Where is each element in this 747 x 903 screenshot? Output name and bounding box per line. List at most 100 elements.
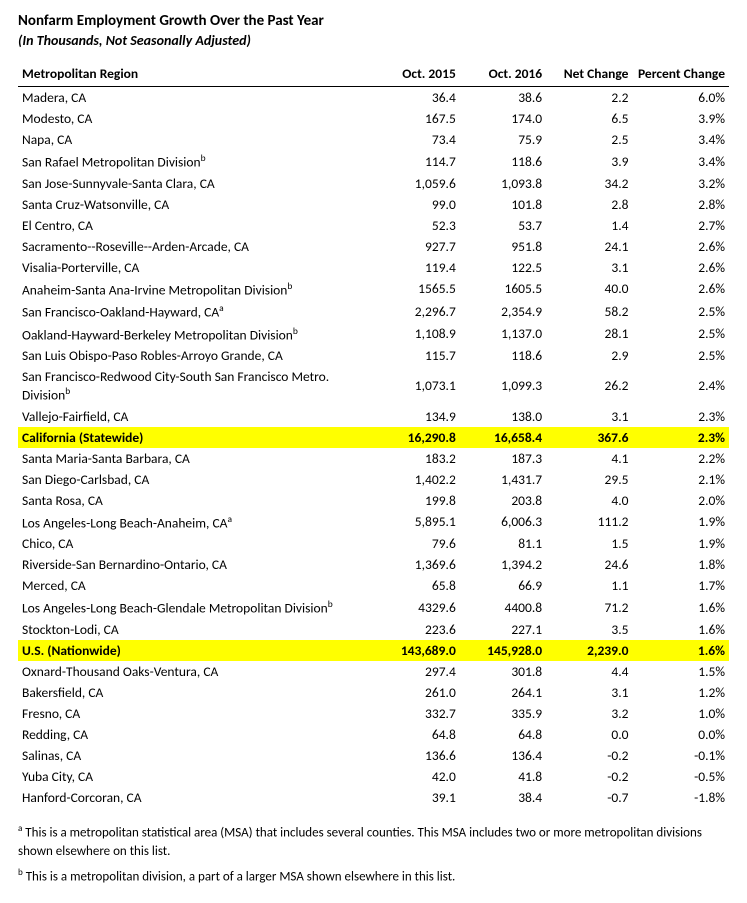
cell-value: 2.6% (632, 236, 729, 257)
cell-value: 301.8 (460, 661, 546, 682)
table-row: Yuba City, CA42.041.8-0.2-0.5% (18, 766, 729, 787)
table-row: California (Statewide)16,290.816,658.436… (18, 427, 729, 448)
cell-value: 3.9 (546, 150, 632, 173)
cell-region: Chico, CA (18, 533, 373, 554)
cell-value: 40.0 (546, 278, 632, 301)
cell-value: 264.1 (460, 682, 546, 703)
cell-value: 3.1 (546, 406, 632, 427)
cell-region: Madera, CA (18, 87, 373, 109)
cell-region: Napa, CA (18, 129, 373, 150)
cell-value: 16,658.4 (460, 427, 546, 448)
table-row: San Luis Obispo-Paso Robles-Arroyo Grand… (18, 345, 729, 366)
cell-value: 39.1 (373, 787, 459, 808)
cell-value: -0.7 (546, 787, 632, 808)
cell-region: Modesto, CA (18, 108, 373, 129)
cell-value: 0.0% (632, 724, 729, 745)
cell-value: 6.5 (546, 108, 632, 129)
cell-value: 66.9 (460, 575, 546, 596)
table-row: Salinas, CA136.6136.4-0.2-0.1% (18, 745, 729, 766)
cell-value: 223.6 (373, 619, 459, 640)
cell-value: 187.3 (460, 448, 546, 469)
cell-value: 2.2% (632, 448, 729, 469)
cell-value: 2,354.9 (460, 300, 546, 323)
cell-value: 41.8 (460, 766, 546, 787)
cell-value: 119.4 (373, 257, 459, 278)
col-header-region: Metropolitan Region (18, 63, 373, 87)
cell-value: 1.5 (546, 533, 632, 554)
cell-region: Stockton-Lodi, CA (18, 619, 373, 640)
cell-value: 335.9 (460, 703, 546, 724)
cell-region: San Luis Obispo-Paso Robles-Arroyo Grand… (18, 345, 373, 366)
table-row: Oxnard-Thousand Oaks-Ventura, CA297.4301… (18, 661, 729, 682)
cell-value: 3.9% (632, 108, 729, 129)
cell-region: San Diego-Carlsbad, CA (18, 469, 373, 490)
cell-value: 29.5 (546, 469, 632, 490)
cell-region: Vallejo-Fairfield, CA (18, 406, 373, 427)
table-row: El Centro, CA52.353.71.42.7% (18, 215, 729, 236)
col-header-oct2016: Oct. 2016 (460, 63, 546, 87)
cell-value: -0.2 (546, 766, 632, 787)
cell-region: Santa Rosa, CA (18, 490, 373, 511)
cell-value: 1.1 (546, 575, 632, 596)
cell-value: 1,431.7 (460, 469, 546, 490)
table-row: Redding, CA64.864.80.00.0% (18, 724, 729, 745)
cell-value: 297.4 (373, 661, 459, 682)
cell-value: 1,369.6 (373, 554, 459, 575)
cell-value: 36.4 (373, 87, 459, 109)
cell-value: 1565.5 (373, 278, 459, 301)
cell-value: 81.1 (460, 533, 546, 554)
cell-region: California (Statewide) (18, 427, 373, 448)
cell-value: 3.4% (632, 150, 729, 173)
cell-value: 122.5 (460, 257, 546, 278)
cell-region: Merced, CA (18, 575, 373, 596)
cell-value: 2.3% (632, 406, 729, 427)
cell-value: 0.0 (546, 724, 632, 745)
cell-value: 28.1 (546, 323, 632, 346)
table-row: San Francisco-Oakland-Hayward, CAa2,296.… (18, 300, 729, 323)
cell-value: 1,093.8 (460, 173, 546, 194)
cell-region: Oakland-Hayward-Berkeley Metropolitan Di… (18, 323, 373, 346)
cell-value: 174.0 (460, 108, 546, 129)
cell-value: 73.4 (373, 129, 459, 150)
col-header-netchange: Net Change (546, 63, 632, 87)
cell-region: Oxnard-Thousand Oaks-Ventura, CA (18, 661, 373, 682)
cell-value: 1.9% (632, 533, 729, 554)
cell-value: 1.2% (632, 682, 729, 703)
cell-region: Anaheim-Santa Ana-Irvine Metropolitan Di… (18, 278, 373, 301)
cell-value: 75.9 (460, 129, 546, 150)
cell-value: 71.2 (546, 596, 632, 619)
table-row: Santa Cruz-Watsonville, CA99.0101.82.82.… (18, 194, 729, 215)
table-row: Stockton-Lodi, CA223.6227.13.51.6% (18, 619, 729, 640)
cell-value: 2.3% (632, 427, 729, 448)
col-header-oct2015: Oct. 2015 (373, 63, 459, 87)
cell-value: 136.4 (460, 745, 546, 766)
cell-value: 1.6% (632, 640, 729, 661)
cell-value: 2.5% (632, 323, 729, 346)
cell-value: 5,895.1 (373, 511, 459, 534)
table-row: Bakersfield, CA261.0264.13.11.2% (18, 682, 729, 703)
cell-value: 2,239.0 (546, 640, 632, 661)
cell-value: 38.6 (460, 87, 546, 109)
cell-value: 26.2 (546, 366, 632, 406)
cell-region: Sacramento--Roseville--Arden-Arcade, CA (18, 236, 373, 257)
table-row: U.S. (Nationwide)143,689.0145,928.02,239… (18, 640, 729, 661)
cell-value: 367.6 (546, 427, 632, 448)
cell-value: 227.1 (460, 619, 546, 640)
table-row: Visalia-Porterville, CA119.4122.53.12.6% (18, 257, 729, 278)
table-row: San Diego-Carlsbad, CA1,402.21,431.729.5… (18, 469, 729, 490)
table-row: Merced, CA65.866.91.11.7% (18, 575, 729, 596)
cell-value: 2.8% (632, 194, 729, 215)
cell-value: 1.4 (546, 215, 632, 236)
cell-value: 34.2 (546, 173, 632, 194)
cell-value: 52.3 (373, 215, 459, 236)
cell-value: 1,137.0 (460, 323, 546, 346)
cell-value: 1,108.9 (373, 323, 459, 346)
cell-value: 4329.6 (373, 596, 459, 619)
cell-value: 203.8 (460, 490, 546, 511)
table-row: Chico, CA79.681.11.51.9% (18, 533, 729, 554)
table-row: Santa Rosa, CA199.8203.84.02.0% (18, 490, 729, 511)
table-row: Santa Maria-Santa Barbara, CA183.2187.34… (18, 448, 729, 469)
cell-region: Hanford-Corcoran, CA (18, 787, 373, 808)
cell-value: 927.7 (373, 236, 459, 257)
cell-value: 951.8 (460, 236, 546, 257)
